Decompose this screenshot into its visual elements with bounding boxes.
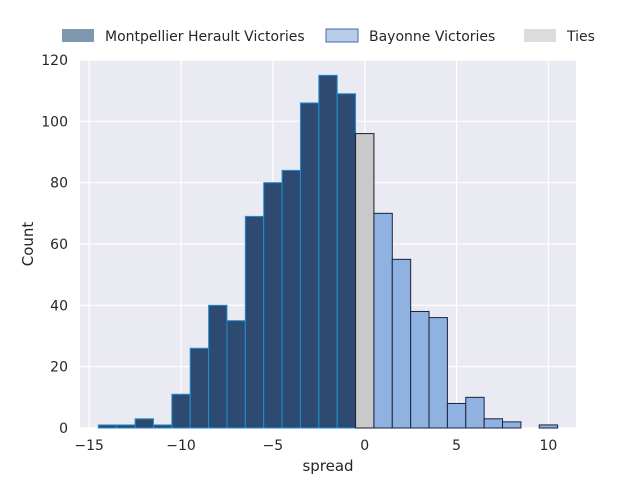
y-tick-label: 0	[59, 421, 68, 437]
x-tick-label: 0	[360, 438, 369, 454]
histogram-bar	[483, 418, 504, 429]
legend-swatch	[325, 28, 359, 43]
histogram-bar	[299, 102, 320, 429]
legend-label: Ties	[566, 29, 595, 45]
histogram-bar	[189, 347, 210, 429]
histogram-bar	[171, 393, 191, 429]
x-tick-label: 10	[540, 438, 558, 454]
y-tick-label: 100	[41, 114, 68, 130]
x-tick-label: −10	[166, 438, 196, 454]
histogram-bar	[97, 424, 118, 429]
histogram-bar	[244, 215, 265, 429]
histogram-bar	[318, 74, 338, 429]
x-tick-label: −5	[263, 438, 284, 454]
y-tick-label: 20	[50, 360, 68, 376]
histogram-bar	[116, 424, 136, 429]
histogram-bar	[263, 182, 283, 429]
histogram-bar	[281, 169, 301, 429]
y-axis-label: Count	[19, 222, 37, 267]
x-tick-labels: −15 −10 −5 0 5 10	[74, 438, 557, 454]
histogram-bar	[208, 304, 228, 429]
x-tick-label: −15	[74, 438, 104, 454]
y-tick-label: 40	[50, 298, 68, 314]
histogram-bar	[538, 424, 559, 429]
legend: Montpellier Herault Victories Bayonne Vic…	[62, 28, 595, 45]
legend-label: Bayonne Victories	[369, 29, 495, 45]
histogram-bar	[152, 424, 173, 429]
y-tick-labels: 0 20 40 60 80 100 120	[41, 53, 68, 437]
legend-label: Montpellier Herault Victories	[105, 29, 305, 45]
y-tick-label: 120	[41, 53, 68, 69]
legend-item: Bayonne Victories	[325, 28, 495, 45]
histogram-bar	[446, 402, 467, 429]
y-tick-label: 60	[50, 237, 68, 253]
histogram-bar	[410, 310, 430, 429]
x-tick-label: 5	[452, 438, 461, 454]
legend-swatch	[62, 29, 94, 42]
histogram-bar	[465, 396, 485, 429]
y-tick-label: 80	[50, 176, 68, 192]
histogram-bar	[428, 317, 448, 429]
histogram-bar	[391, 258, 412, 429]
histogram-bar	[355, 133, 375, 429]
histogram-bar	[336, 93, 357, 429]
x-axis-label: spread	[302, 457, 353, 475]
legend-item: Ties	[524, 29, 595, 45]
histogram-bar	[226, 320, 246, 429]
legend-item: Montpellier Herault Victories	[62, 29, 305, 45]
legend-swatch	[524, 29, 556, 42]
histogram-bar	[502, 421, 522, 429]
histogram-bars	[97, 74, 559, 429]
histogram-bar	[134, 418, 154, 429]
histogram-bar	[373, 212, 393, 429]
